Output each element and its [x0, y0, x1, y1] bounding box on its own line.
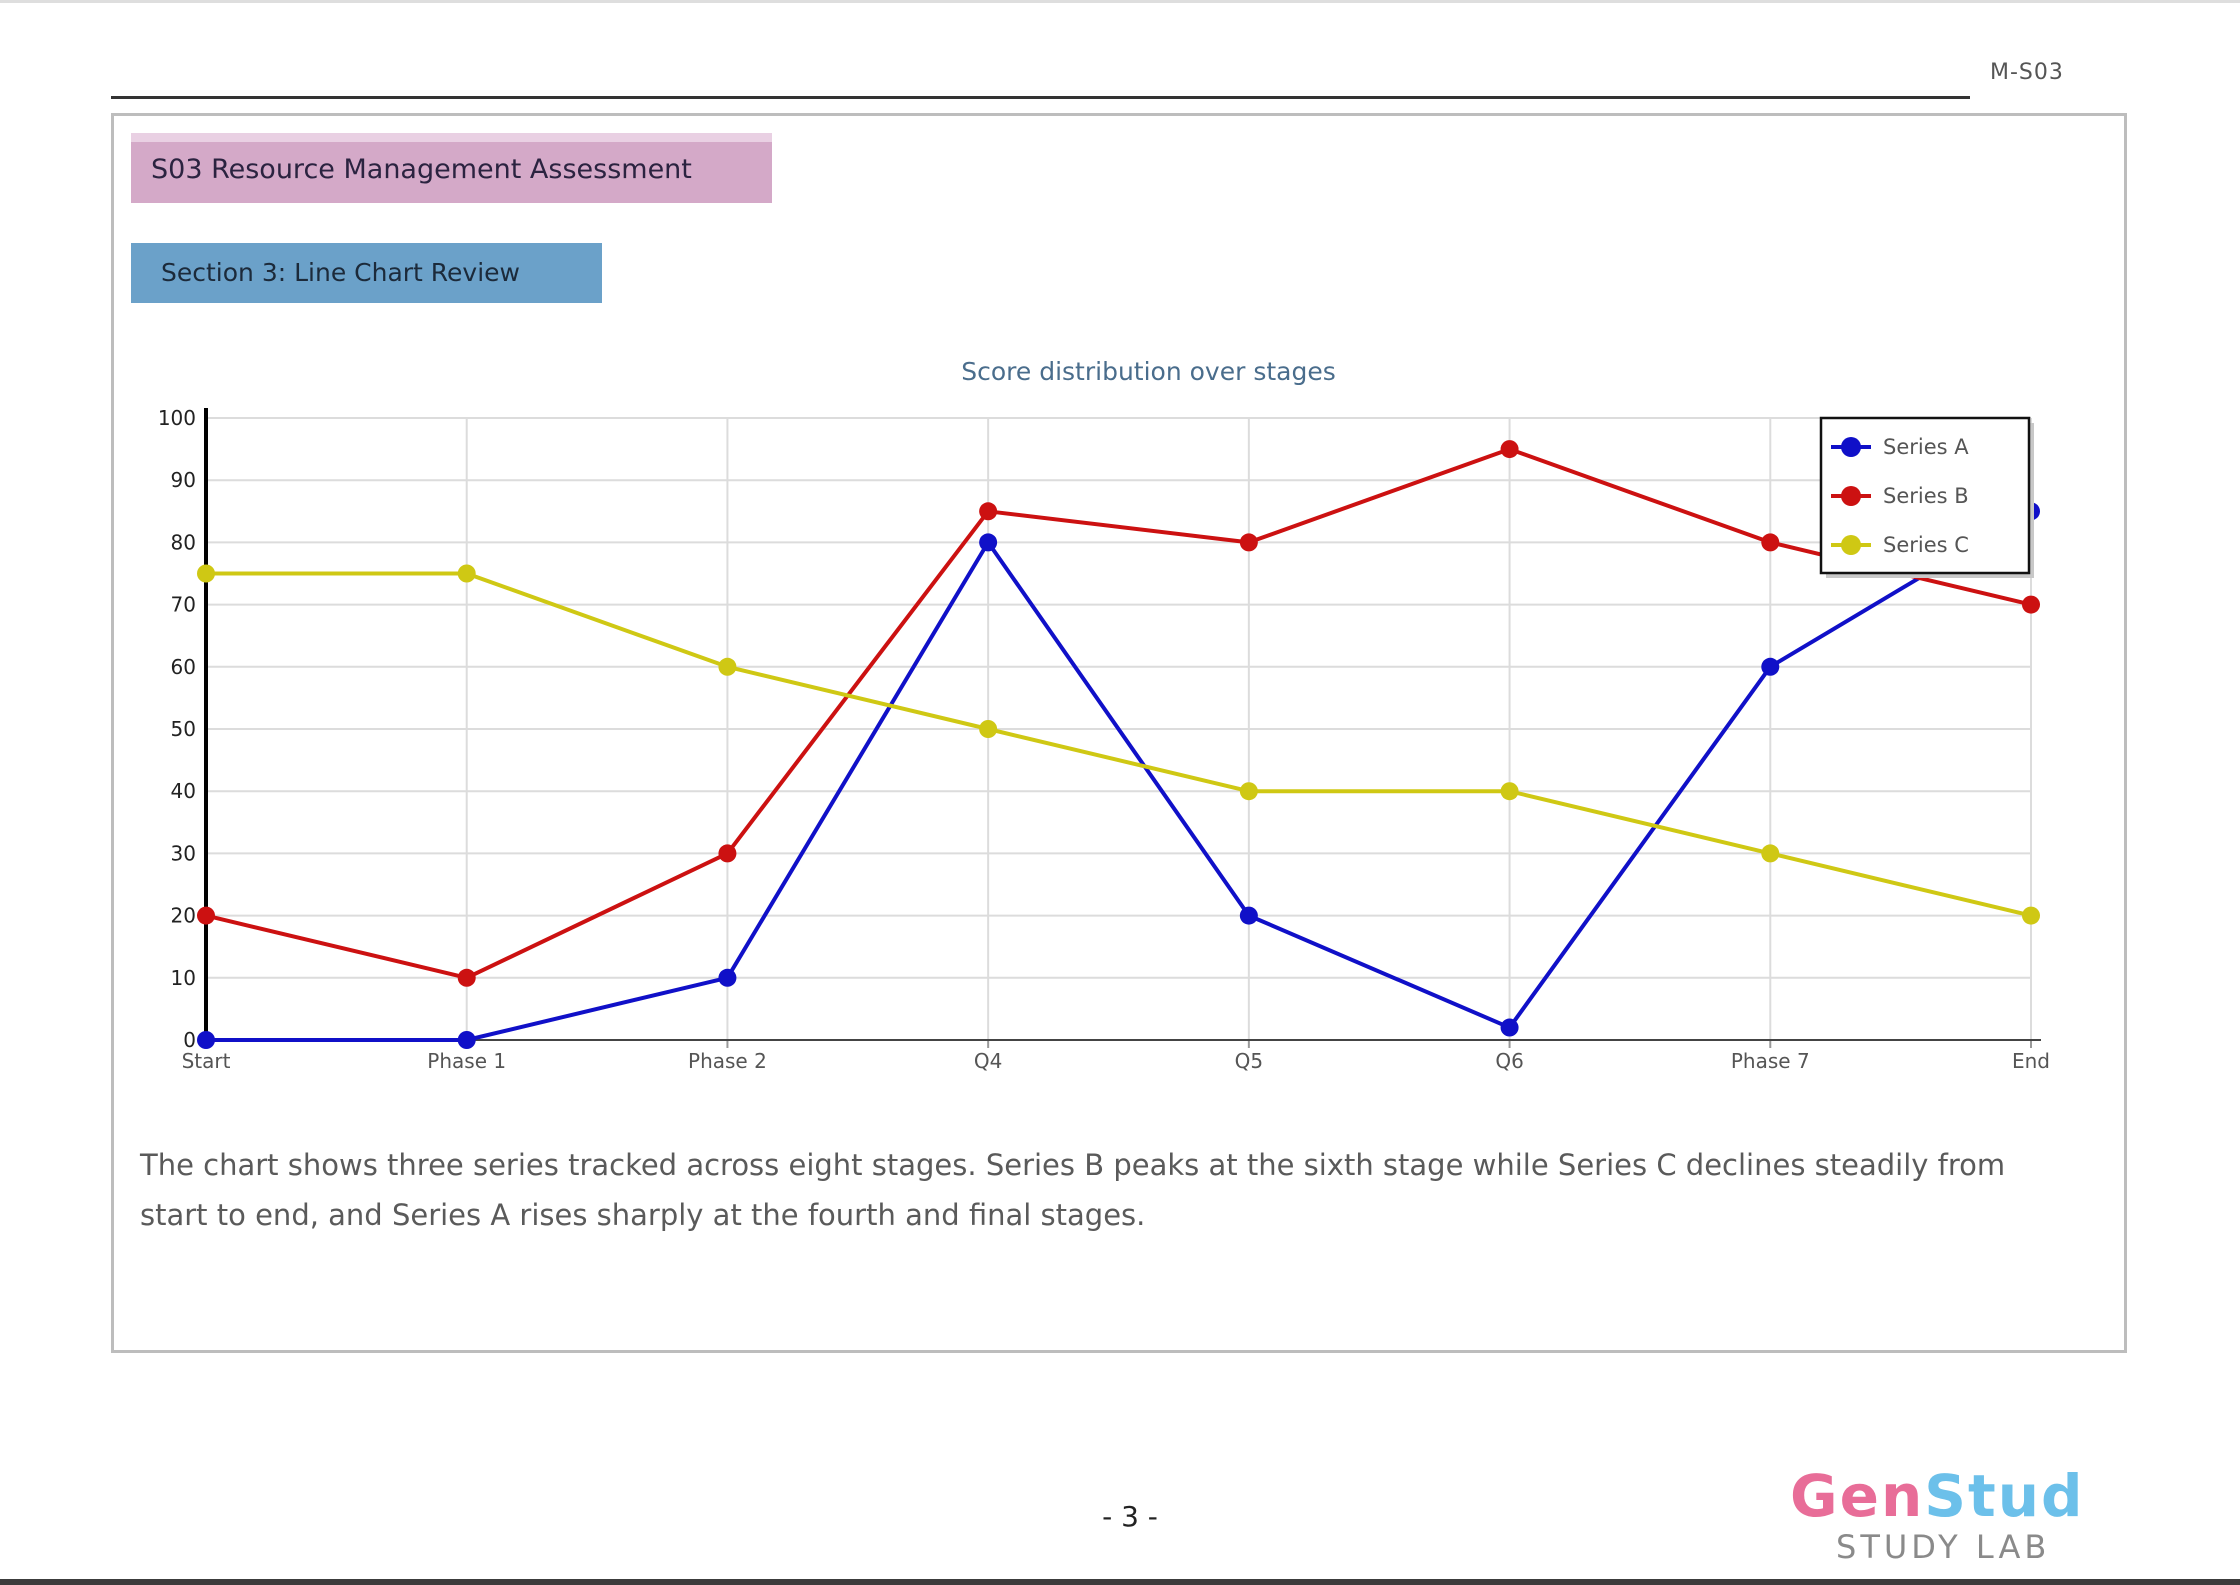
brand-logo: GenStud STUDY LAB — [1790, 1462, 2100, 1567]
x-tick-label: Start — [182, 1049, 231, 1073]
x-tick-label: Q4 — [974, 1049, 1002, 1073]
bottom-border — [0, 1579, 2240, 1585]
legend-label: Series C — [1883, 533, 1969, 557]
x-tick-label: Phase 1 — [427, 1049, 506, 1073]
data-point — [979, 720, 998, 738]
data-point — [1500, 1018, 1519, 1037]
x-tick-label: Q5 — [1235, 1049, 1263, 1073]
data-point — [1500, 782, 1519, 801]
y-tick-label: 30 — [171, 841, 196, 865]
y-tick-label: 0 — [183, 1028, 196, 1052]
data-point — [1761, 844, 1780, 863]
header-id: M-S03 — [1990, 60, 2064, 85]
brand-name-part1: Gen — [1790, 1462, 1925, 1530]
y-tick-label: 10 — [171, 966, 196, 990]
data-point — [1761, 533, 1780, 552]
legend-marker — [1841, 486, 1861, 506]
data-point — [1239, 906, 1258, 925]
data-point — [457, 564, 476, 583]
brand-name: GenStud — [1790, 1462, 2085, 1530]
data-point — [718, 844, 737, 863]
x-tick-label: Phase 2 — [688, 1049, 767, 1073]
category-banner: S03 Resource Management Assessment — [131, 133, 772, 203]
brand-subtitle: STUDY LAB — [1836, 1528, 2051, 1566]
legend-label: Series A — [1883, 435, 1969, 459]
y-tick-label: 60 — [171, 655, 196, 679]
y-tick-label: 50 — [171, 717, 196, 741]
chart-description: The chart shows three series tracked acr… — [140, 1148, 2006, 1232]
x-tick-label: End — [2012, 1049, 2050, 1073]
data-point — [197, 564, 215, 583]
data-point — [2022, 906, 2040, 925]
data-point — [1239, 782, 1258, 801]
y-tick-label: 90 — [171, 468, 196, 492]
data-point — [718, 968, 737, 987]
data-point — [1761, 657, 1780, 676]
y-tick-label: 100 — [158, 406, 196, 430]
series-line — [205, 447, 2032, 980]
brand-name-part2: Stud — [1924, 1462, 2085, 1530]
y-tick-label: 20 — [171, 904, 196, 928]
data-point — [457, 1031, 476, 1049]
content-box — [111, 113, 2127, 1353]
top-border — [0, 0, 2240, 3]
data-point — [979, 502, 998, 521]
data-point — [1239, 533, 1258, 552]
data-point — [718, 657, 737, 676]
data-point — [979, 533, 998, 552]
y-tick-label: 40 — [171, 779, 196, 803]
y-tick-label: 80 — [171, 530, 196, 554]
data-point — [197, 1031, 215, 1049]
page-number: - 3 - — [1102, 1500, 1158, 1533]
sub-banner: Section 3: Line Chart Review — [131, 243, 602, 303]
series-line — [206, 509, 2033, 1042]
series-line — [206, 571, 2032, 918]
data-point — [197, 906, 215, 925]
chart-title: Score distribution over stages — [961, 357, 1336, 386]
x-tick-label: Phase 7 — [1731, 1049, 1810, 1073]
x-tick-label: Q6 — [1495, 1049, 1523, 1073]
header-rule — [111, 96, 1970, 99]
data-point — [2022, 595, 2040, 614]
legend-label: Series B — [1883, 484, 1969, 508]
legend-marker — [1841, 437, 1861, 457]
data-point — [1500, 440, 1519, 459]
legend-marker — [1841, 535, 1861, 555]
y-tick-label: 70 — [171, 593, 196, 617]
data-point — [457, 968, 476, 987]
